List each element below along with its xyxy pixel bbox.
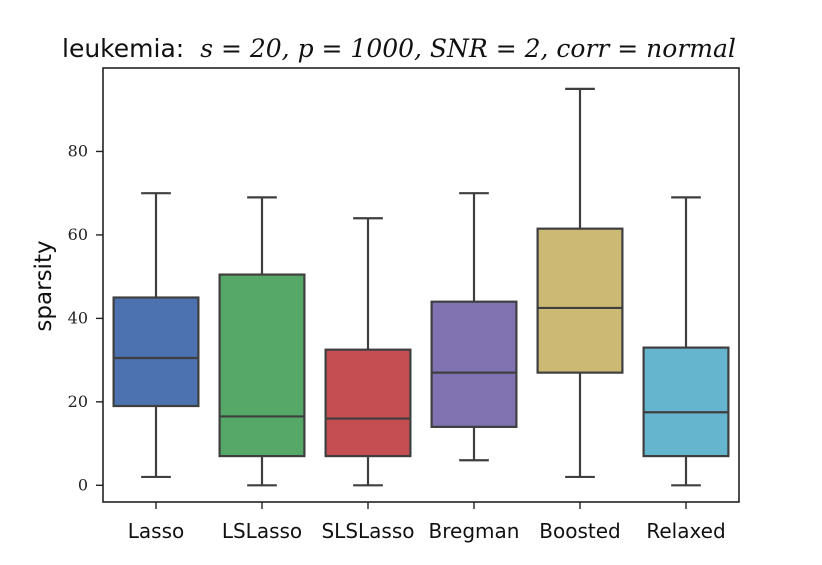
box-relaxed: [642, 196, 730, 487]
y-axis: 0 20 40 60 80: [68, 141, 103, 494]
x-tick-label: Lasso: [128, 519, 184, 543]
boxes-group: [112, 87, 730, 487]
x-tick-label: Relaxed: [646, 519, 725, 543]
plot-frame: [102, 67, 740, 503]
y-tick-label: 60: [68, 225, 88, 244]
iqr-box: [218, 273, 306, 458]
box-lasso: [112, 192, 200, 479]
box-bregman: [430, 192, 518, 462]
chart-title-prefix: leukemia:: [62, 34, 184, 63]
iqr-box: [642, 346, 730, 458]
chart-title-math: s = 20, p = 1000, SNR = 2, corr = normal: [200, 34, 736, 63]
y-tick-label: 0: [78, 475, 88, 494]
box-boosted: [536, 87, 624, 479]
y-axis-label: sparsity: [31, 240, 57, 331]
x-tick-label: Boosted: [539, 519, 620, 543]
chart-title: leukemia: s = 20, p = 1000, SNR = 2, cor…: [62, 34, 736, 63]
x-tick-label: Bregman: [429, 519, 520, 543]
y-tick-label: 20: [68, 392, 88, 411]
box-lslasso: [218, 196, 306, 487]
y-tick-label: 40: [68, 308, 88, 327]
iqr-box: [536, 227, 624, 374]
x-tick-label: LSLasso: [222, 519, 302, 543]
iqr-box: [324, 348, 412, 458]
box-slslasso: [324, 217, 412, 487]
x-axis: Lasso LSLasso SLSLasso Bregman Boosted Relaxe…: [128, 502, 726, 543]
y-tick-label: 80: [68, 141, 88, 160]
x-tick-label: SLSLasso: [321, 519, 414, 543]
iqr-box: [430, 300, 518, 428]
iqr-box: [112, 296, 200, 408]
